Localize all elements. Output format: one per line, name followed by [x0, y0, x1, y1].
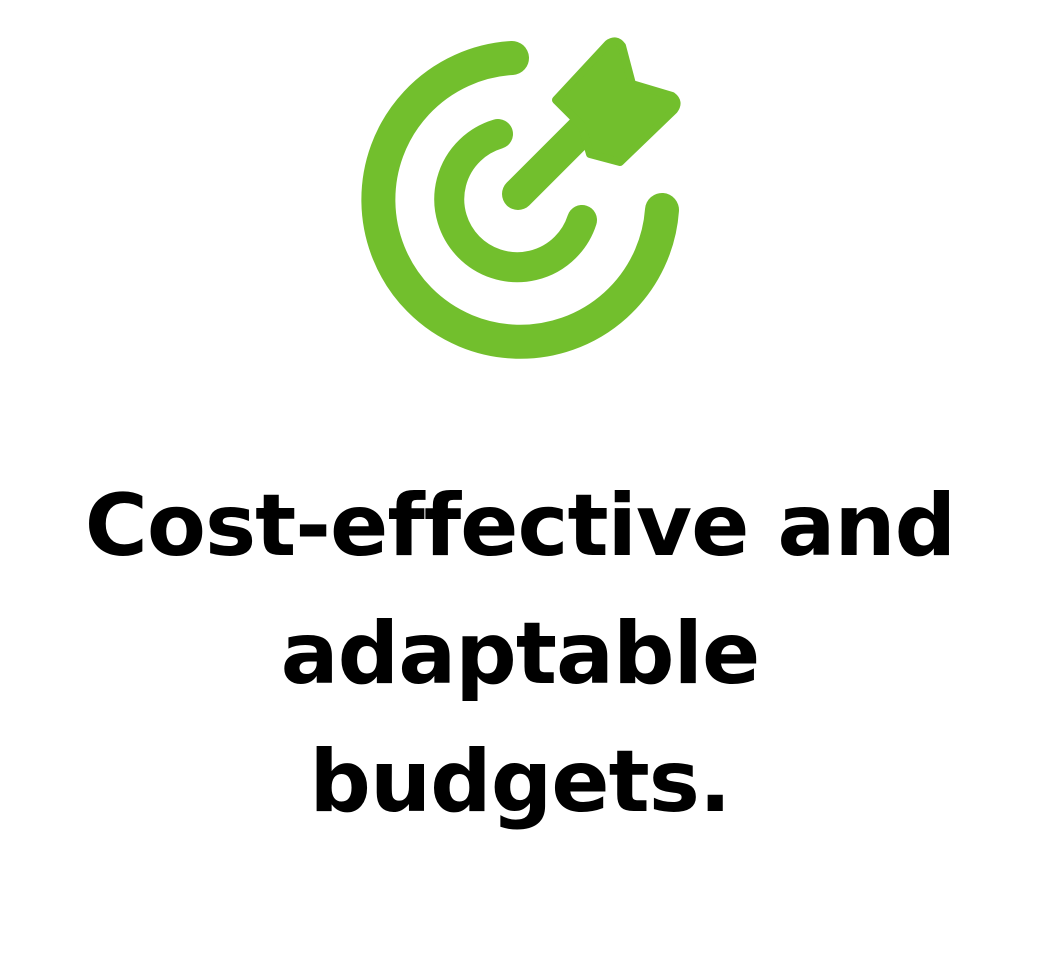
- headline-line-3: budgets.: [309, 732, 731, 832]
- feature-headline: Cost-effective and adaptable budgets.: [40, 462, 1000, 846]
- target-arrow-icon: [350, 30, 690, 370]
- headline-line-2: adaptable: [280, 604, 761, 704]
- headline-line-1: Cost-effective and: [84, 476, 956, 576]
